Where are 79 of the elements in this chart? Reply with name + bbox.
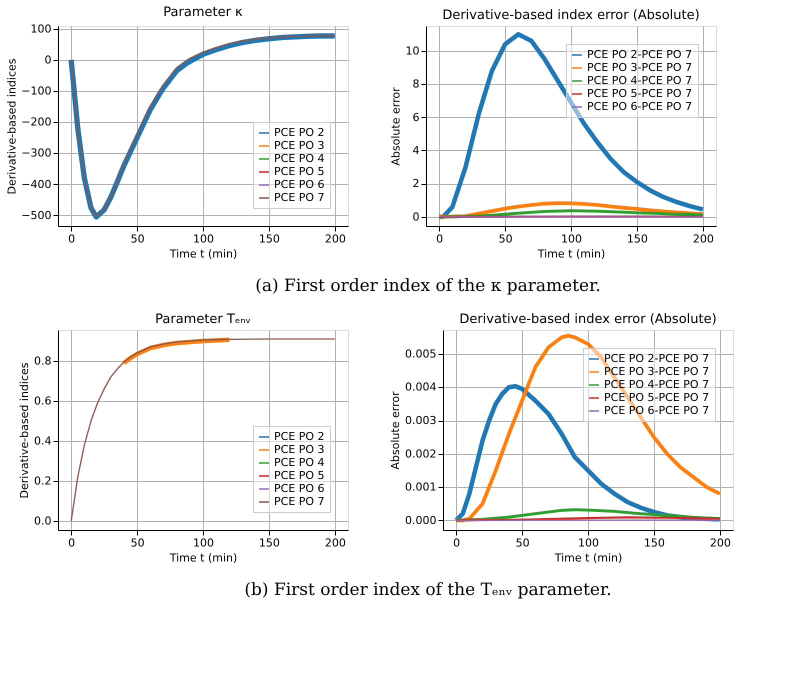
legend-label: PCE PO 2	[274, 430, 325, 443]
x-axis-title: Time t (min)	[536, 248, 606, 260]
y-tick-label: 6	[412, 110, 420, 124]
x-tick-label: 50	[130, 536, 145, 550]
y-tick-label: 0.8	[34, 354, 52, 368]
legend-label: PCE PO 3-PCE PO 7	[604, 365, 710, 378]
x-axis-title: Time t (min)	[168, 552, 238, 564]
legend-label: PCE PO 7	[274, 495, 325, 508]
y-tick-label: 0.6	[34, 394, 52, 408]
y-tick-label: 8	[412, 78, 420, 91]
y-axis-title: Derivative-based indices	[5, 58, 18, 194]
y-axis-title: Absolute error	[389, 390, 402, 470]
legend-label: PCE PO 2	[274, 126, 325, 139]
y-tick-label: 0.003	[405, 414, 436, 428]
x-tick-label: 50	[516, 536, 530, 550]
y-tick-label: −300	[21, 146, 52, 160]
y-tick-label: 0.000	[405, 514, 436, 527]
x-tick-label: 100	[193, 232, 214, 246]
x-tick-label: 100	[561, 232, 582, 246]
legend-label: PCE PO 4-PCE PO 7	[587, 74, 692, 87]
y-tick-label: 0.002	[405, 447, 436, 460]
x-tick-label: 200	[710, 536, 731, 550]
x-tick-label: 50	[130, 232, 145, 246]
x-tick-label: 150	[258, 536, 280, 550]
legend-label: PCE PO 6-PCE PO 7	[604, 404, 710, 417]
legend-label: PCE PO 3-PCE PO 7	[587, 61, 692, 74]
legend-label: PCE PO 5-PCE PO 7	[587, 87, 692, 100]
legend-label: PCE PO 5-PCE PO 7	[604, 391, 710, 404]
y-tick-label: 0.005	[405, 347, 436, 360]
x-tick-label: 0	[453, 536, 460, 550]
y-tick-label: 0.2	[34, 474, 52, 488]
chart-title: Parameter Tₑₙᵥ	[155, 312, 251, 327]
legend-label: PCE PO 3	[274, 139, 325, 152]
x-axis-title: Time t (min)	[554, 552, 622, 564]
x-tick-label: 0	[68, 536, 76, 550]
x-tick-label: 200	[692, 232, 714, 246]
y-tick-label: −100	[21, 84, 52, 98]
text: (a) First order index of the κ parameter.	[255, 276, 601, 296]
x-tick-label: 0	[68, 232, 76, 246]
y-tick-label: 0.004	[405, 380, 436, 394]
legend-label: PCE PO 7	[274, 191, 325, 204]
y-tick-label: 10	[406, 44, 420, 58]
chart-title: Derivative-based index error (Absolute)	[442, 8, 700, 23]
text: (b) First order index of the Tₑₙᵥ parameter.	[244, 580, 612, 600]
y-tick-label: −500	[21, 208, 52, 222]
legend-label: PCE PO 2-PCE PO 7	[604, 352, 710, 365]
legend-label: PCE PO 4	[274, 456, 325, 469]
legend-label: PCE PO 6-PCE PO 7	[587, 100, 692, 113]
x-tick-label: 150	[626, 232, 648, 246]
x-tick-label: 150	[644, 536, 665, 550]
y-axis-title: Absolute error	[390, 86, 403, 166]
y-tick-label: 0	[412, 210, 420, 224]
legend-label: PCE PO 4-PCE PO 7	[604, 378, 710, 391]
y-tick-label: 0.4	[34, 434, 52, 448]
y-tick-label: 100	[30, 22, 52, 36]
x-tick-label: 150	[258, 232, 280, 246]
chart-title: Derivative-based index error (Absolute)	[459, 312, 717, 327]
legend-label: PCE PO 5	[274, 165, 325, 178]
y-tick-label: 0.0	[34, 514, 52, 528]
chart-title: Parameter κ	[163, 4, 244, 20]
y-tick-label: 4	[412, 144, 420, 157]
x-axis-title: Time t (min)	[168, 248, 238, 260]
y-tick-label: 2	[412, 177, 420, 190]
y-axis-title: Derivative-based indices	[18, 362, 32, 498]
legend-label: PCE PO 5	[274, 469, 325, 482]
legend-label: PCE PO 6	[274, 178, 325, 191]
legend-label: PCE PO 3	[274, 443, 325, 456]
legend-label: PCE PO 4	[274, 152, 325, 165]
x-tick-label: 200	[324, 536, 346, 550]
y-tick-label: −200	[21, 116, 52, 129]
x-tick-label: 200	[324, 232, 346, 246]
y-tick-label: 0.001	[405, 480, 436, 494]
x-tick-label: 50	[498, 232, 513, 246]
y-tick-label: 0	[44, 53, 52, 66]
y-tick-label: −400	[21, 178, 52, 191]
legend-label: PCE PO 2-PCE PO 7	[587, 48, 692, 61]
x-tick-label: 100	[193, 536, 214, 550]
x-tick-label: 100	[578, 536, 599, 550]
legend-label: PCE PO 6	[274, 482, 325, 495]
